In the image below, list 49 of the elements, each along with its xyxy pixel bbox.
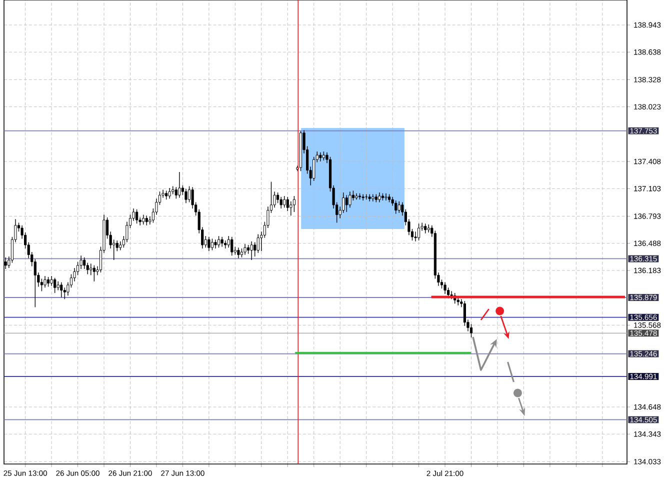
candlestick	[60, 282, 63, 298]
candlestick	[352, 190, 355, 201]
candlestick	[280, 196, 282, 209]
candlestick	[112, 239, 116, 260]
candlestick	[92, 265, 96, 282]
candlestick	[230, 236, 234, 256]
candlestick	[417, 223, 420, 241]
candlestick	[34, 258, 36, 308]
candlestick	[178, 172, 181, 198]
candlestick	[398, 200, 400, 214]
candlestick	[83, 257, 86, 270]
candlestick	[44, 276, 46, 288]
candlestick	[174, 186, 178, 200]
candlestick	[444, 282, 446, 294]
candlestick	[424, 223, 427, 234]
candlestick	[46, 276, 50, 288]
candlestick	[210, 238, 214, 251]
candlestick	[256, 234, 260, 254]
candlestick	[292, 196, 296, 212]
candlestick	[286, 196, 289, 212]
candlestick	[384, 192, 388, 201]
candlestick	[90, 263, 92, 276]
candlestick	[63, 287, 66, 300]
candlestick	[319, 152, 322, 162]
candlestick	[470, 324, 473, 338]
candlestick	[283, 196, 286, 208]
candlestick	[50, 276, 53, 286]
candlestick	[244, 244, 246, 256]
candlestick	[362, 194, 364, 201]
candlestick	[145, 215, 148, 226]
candlestick	[348, 191, 352, 208]
candlestick	[188, 186, 191, 203]
candlestick	[312, 156, 316, 182]
candlestick	[54, 277, 56, 294]
candlestick	[116, 240, 118, 252]
candlestick	[378, 192, 381, 203]
candlestick	[345, 194, 348, 212]
candlestick	[254, 242, 256, 257]
candlestick	[250, 241, 253, 260]
candlestick	[184, 188, 188, 204]
candlestick	[220, 236, 224, 248]
candlestick	[208, 236, 210, 252]
candlestick	[394, 200, 398, 214]
candlestick	[168, 188, 171, 200]
candlestick	[217, 236, 220, 248]
candlestick	[414, 231, 417, 242]
candlestick	[136, 209, 138, 224]
candlestick	[237, 247, 240, 259]
candlestick	[142, 214, 145, 225]
